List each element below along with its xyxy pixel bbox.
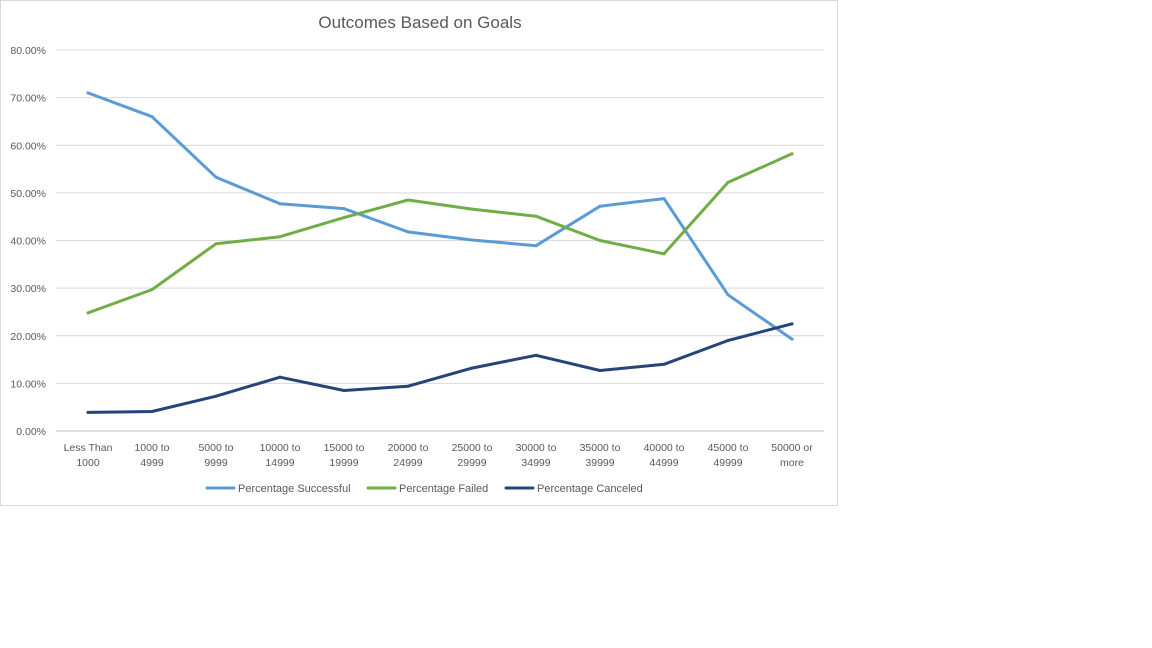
chart-title: Outcomes Based on Goals (318, 13, 521, 32)
data-point (598, 239, 602, 242)
line-chart: Outcomes Based on Goals 80.00% 70.00% 60.0… (10, 13, 824, 495)
x-tick-label-line: 24999 (393, 457, 422, 469)
x-tick-label: 1000 to 4999 (134, 442, 169, 469)
y-tick-label: 70.00% (10, 93, 46, 105)
gridlines (56, 49, 824, 432)
x-tick-label-line: 10000 to (260, 442, 301, 454)
series-line-percentage-canceled (86, 322, 794, 414)
x-tick-label: 40000 to 44999 (644, 442, 685, 469)
data-point (662, 252, 666, 256)
legend-entry-label: Percentage Canceled (537, 483, 643, 495)
x-tick-label-line: 4999 (140, 457, 164, 469)
data-point (406, 198, 410, 202)
data-point (278, 202, 282, 206)
data-point (342, 389, 346, 393)
data-point (790, 152, 794, 156)
x-tick-label-line: 44999 (649, 457, 678, 469)
x-tick-label: 15000 to 19999 (324, 442, 365, 469)
data-point (278, 235, 282, 239)
data-point (214, 175, 218, 179)
y-tick-label: 30.00% (10, 283, 46, 295)
data-point (470, 238, 474, 242)
legend-entry-label: Percentage Failed (399, 483, 488, 495)
legend-entry-label: Percentage Successful (238, 483, 351, 495)
data-point (598, 369, 602, 373)
data-point (86, 91, 90, 95)
x-tick-label-line: 49999 (713, 457, 742, 469)
x-tick-label-line: more (780, 457, 804, 469)
x-tick-label: 45000 to 49999 (708, 442, 749, 469)
x-tick-label-line: 9999 (204, 457, 228, 469)
x-tick-label-line: 34999 (521, 457, 550, 469)
x-tick-label: 25000 to 29999 (452, 442, 493, 469)
data-point (598, 204, 602, 208)
data-point (790, 322, 794, 326)
data-point (662, 362, 666, 366)
x-tick-label-line: 45000 to (708, 442, 749, 454)
x-tick-label: 50000 or more (771, 442, 813, 469)
x-tick-label-line: 29999 (457, 457, 486, 469)
series-lines (86, 91, 794, 414)
y-axis-tick-labels: 80.00% 70.00% 60.00% 50.00% 40.00% 30.00% 20.0… (10, 45, 46, 438)
x-tick-label: 20000 to 24999 (388, 442, 429, 469)
x-tick-label: 10000 to 14999 (260, 442, 301, 469)
x-tick-label-line: 15000 to (324, 442, 365, 454)
x-tick-label-line: Less Than (64, 442, 113, 454)
data-point (150, 115, 154, 119)
y-tick-label: 80.00% (10, 45, 46, 57)
data-point (214, 394, 218, 398)
data-point (534, 244, 538, 248)
data-point (662, 197, 666, 201)
data-point (86, 410, 90, 414)
x-tick-label-line: 40000 to (644, 442, 685, 454)
data-point (406, 384, 410, 388)
data-point (726, 293, 730, 297)
x-tick-label-line: 20000 to (388, 442, 429, 454)
x-tick-label: 5000 to 9999 (198, 442, 233, 469)
data-point (150, 409, 154, 413)
x-tick-label-line: 1000 (76, 457, 100, 469)
x-tick-label: 35000 to 39999 (580, 442, 621, 469)
data-point (342, 207, 346, 211)
x-axis-tick-labels: Less Than 1000 1000 to 4999 5000 to 9999 10000… (64, 442, 814, 469)
y-tick-label: 50.00% (10, 188, 46, 200)
data-point (470, 207, 474, 211)
y-tick-label: 10.00% (10, 378, 46, 390)
series-line-percentage-successful (86, 91, 794, 341)
data-point (726, 339, 730, 343)
data-point (726, 180, 730, 184)
x-tick-label-line: 39999 (585, 457, 614, 469)
x-tick-label-line: 30000 to (516, 442, 557, 454)
data-point (790, 337, 794, 341)
data-point (86, 311, 90, 315)
x-tick-label: 30000 to 34999 (516, 442, 557, 469)
data-point (342, 216, 346, 220)
x-tick-label-line: 19999 (329, 457, 358, 469)
y-tick-label: 0.00% (16, 426, 46, 438)
data-point (278, 375, 282, 379)
data-point (406, 230, 410, 234)
x-tick-label-line: 1000 to (134, 442, 169, 454)
data-point (214, 242, 218, 246)
data-point (150, 288, 154, 292)
y-tick-label: 60.00% (10, 140, 46, 152)
x-tick-label-line: 14999 (265, 457, 294, 469)
series-line-percentage-failed (86, 152, 794, 315)
x-tick-label-line: 25000 to (452, 442, 493, 454)
legend: Percentage Successful Percentage Failed Pe… (205, 483, 643, 495)
data-point (470, 366, 474, 370)
chart-frame: Outcomes Based on Goals 80.00% 70.00% 60.0… (0, 0, 838, 506)
x-tick-label-line: 5000 to (198, 442, 233, 454)
data-point (534, 214, 538, 218)
data-point (534, 353, 538, 357)
y-tick-label: 20.00% (10, 331, 46, 343)
x-tick-label: Less Than 1000 (64, 442, 113, 469)
x-tick-label-line: 35000 to (580, 442, 621, 454)
x-tick-label-line: 50000 or (771, 442, 813, 454)
y-tick-label: 40.00% (10, 236, 46, 248)
